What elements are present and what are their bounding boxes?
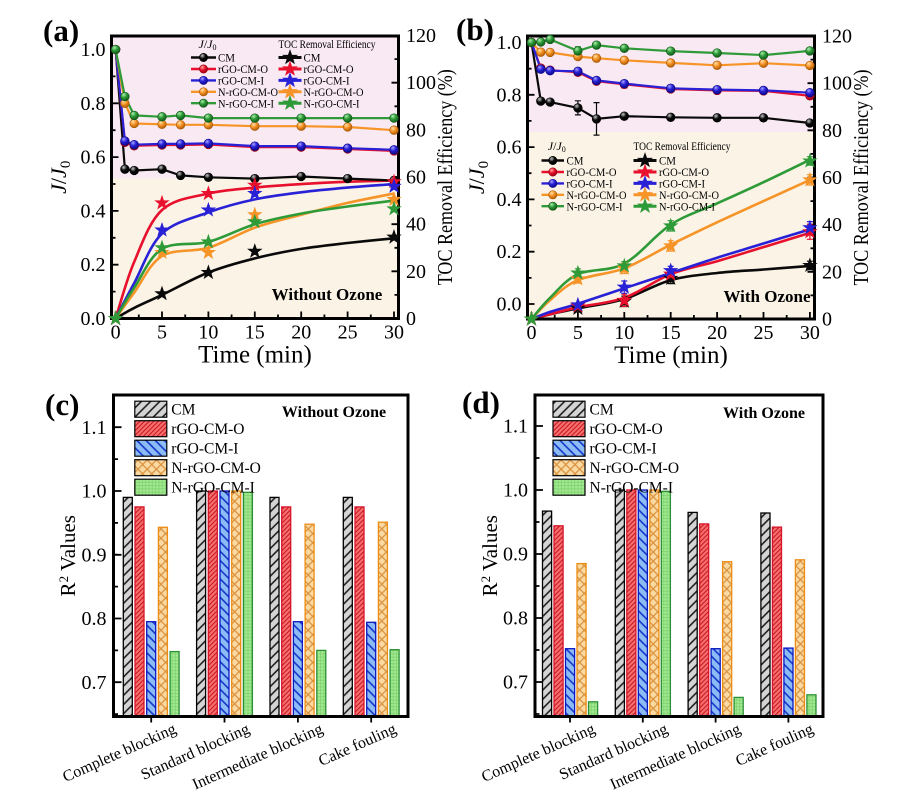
- svg-text:0.0: 0.0: [81, 308, 106, 330]
- svg-text:rGO-CM-I: rGO-CM-I: [659, 177, 705, 191]
- svg-text:N-rGO-CM-O: N-rGO-CM-O: [218, 85, 278, 99]
- svg-text:Without Ozone: Without Ozone: [282, 404, 386, 421]
- svg-text:rGO-CM-O: rGO-CM-O: [590, 421, 663, 438]
- svg-text:rGO-CM-I: rGO-CM-I: [304, 74, 350, 88]
- svg-text:40: 40: [406, 214, 426, 236]
- svg-text:N-rGO-CM-O: N-rGO-CM-O: [567, 188, 627, 202]
- svg-text:0.9: 0.9: [503, 544, 528, 566]
- svg-text:0.0: 0.0: [497, 294, 522, 316]
- svg-text:0.7: 0.7: [503, 672, 528, 694]
- svg-text:rGO-CM-I: rGO-CM-I: [567, 177, 613, 191]
- svg-text:0.4: 0.4: [81, 200, 106, 222]
- svg-text:R2 Values: R2 Values: [478, 515, 502, 596]
- svg-text:CM: CM: [171, 402, 195, 419]
- svg-text:CM: CM: [304, 51, 321, 65]
- svg-text:0.2: 0.2: [81, 254, 106, 276]
- svg-text:0: 0: [406, 308, 416, 330]
- svg-text:0.7: 0.7: [82, 672, 107, 694]
- svg-text:rGO-CM-O: rGO-CM-O: [218, 62, 268, 76]
- svg-text:0: 0: [822, 309, 832, 331]
- svg-text:(b): (b): [456, 12, 494, 47]
- svg-text:1.1: 1.1: [503, 416, 528, 438]
- svg-text:15: 15: [661, 322, 681, 344]
- svg-text:Time (min): Time (min): [198, 342, 312, 369]
- svg-text:rGO-CM-O: rGO-CM-O: [304, 62, 354, 76]
- svg-text:rGO-CM-O: rGO-CM-O: [567, 165, 617, 179]
- svg-text:15: 15: [245, 322, 265, 344]
- svg-text:N-rGO-CM-O: N-rGO-CM-O: [659, 188, 719, 202]
- svg-text:0.6: 0.6: [497, 137, 522, 159]
- svg-text:0: 0: [527, 322, 537, 344]
- svg-text:N-rGO-CM-I: N-rGO-CM-I: [218, 96, 274, 110]
- svg-text:120: 120: [822, 26, 852, 48]
- svg-text:N-rGO-CM-I: N-rGO-CM-I: [171, 480, 255, 497]
- svg-text:N-rGO-CM-I: N-rGO-CM-I: [659, 199, 715, 213]
- svg-text:rGO-CM-O: rGO-CM-O: [171, 421, 244, 438]
- svg-text:TOC Removal Efficiency (%): TOC Removal Efficiency (%): [433, 69, 457, 285]
- svg-text:(d): (d): [462, 385, 500, 420]
- svg-text:0.8: 0.8: [503, 608, 528, 630]
- svg-text:30: 30: [800, 322, 820, 344]
- svg-text:TOC Removal Efficiency (%): TOC Removal Efficiency (%): [849, 69, 873, 285]
- svg-text:rGO-CM-I: rGO-CM-I: [590, 441, 657, 458]
- svg-text:20: 20: [707, 322, 727, 344]
- svg-text:CM: CM: [567, 154, 584, 168]
- svg-text:rGO-CM-I: rGO-CM-I: [171, 441, 238, 458]
- svg-text:1.0: 1.0: [503, 480, 528, 502]
- svg-text:R2 Values: R2 Values: [56, 515, 80, 596]
- svg-text:N-rGO-CM-I: N-rGO-CM-I: [567, 199, 623, 213]
- svg-text:CM: CM: [590, 402, 614, 419]
- svg-text:0.6: 0.6: [81, 147, 106, 169]
- svg-text:30: 30: [384, 322, 404, 344]
- svg-text:Time (min): Time (min): [614, 342, 728, 369]
- svg-text:0.2: 0.2: [497, 241, 522, 263]
- svg-text:N-rGO-CM-O: N-rGO-CM-O: [171, 460, 261, 477]
- svg-text:100: 100: [822, 73, 852, 95]
- svg-text:1.0: 1.0: [497, 32, 522, 54]
- svg-text:J/J0: J/J0: [548, 139, 566, 154]
- svg-text:1.0: 1.0: [82, 481, 107, 503]
- svg-text:0.4: 0.4: [497, 189, 522, 211]
- svg-text:5: 5: [573, 322, 583, 344]
- svg-text:40: 40: [822, 214, 842, 236]
- svg-text:N-rGO-CM-I: N-rGO-CM-I: [590, 480, 674, 497]
- svg-text:CM: CM: [218, 51, 235, 65]
- svg-text:Without Ozone: Without Ozone: [272, 285, 383, 304]
- svg-text:120: 120: [406, 25, 436, 47]
- svg-text:100: 100: [406, 72, 436, 94]
- svg-text:0.9: 0.9: [82, 544, 107, 566]
- svg-text:N-rGO-CM-O: N-rGO-CM-O: [590, 460, 680, 477]
- svg-text:80: 80: [822, 120, 842, 142]
- svg-text:5: 5: [157, 322, 167, 344]
- svg-text:20: 20: [822, 261, 842, 283]
- svg-text:1.1: 1.1: [82, 417, 107, 439]
- svg-text:0.8: 0.8: [81, 93, 106, 115]
- svg-text:80: 80: [406, 119, 426, 141]
- svg-text:TOC Removal Efficiency: TOC Removal Efficiency: [279, 37, 376, 51]
- svg-text:With Ozone: With Ozone: [723, 405, 805, 422]
- svg-text:0: 0: [111, 322, 121, 344]
- svg-text:rGO-CM-O: rGO-CM-O: [659, 165, 709, 179]
- svg-text:10: 10: [614, 322, 634, 344]
- svg-text:(a): (a): [43, 13, 79, 48]
- svg-text:10: 10: [198, 322, 218, 344]
- svg-text:N-rGO-CM-O: N-rGO-CM-O: [304, 85, 364, 99]
- svg-text:1.0: 1.0: [81, 39, 106, 61]
- svg-text:(c): (c): [45, 387, 79, 422]
- svg-text:TOC Removal Efficiency: TOC Removal Efficiency: [634, 139, 731, 153]
- svg-text:20: 20: [406, 261, 426, 283]
- svg-text:0.8: 0.8: [82, 608, 107, 630]
- svg-text:J/J0: J/J0: [199, 37, 217, 52]
- svg-text:0.8: 0.8: [497, 84, 522, 106]
- svg-text:CM: CM: [659, 154, 676, 168]
- svg-text:60: 60: [822, 167, 842, 189]
- svg-text:25: 25: [338, 322, 358, 344]
- svg-text:25: 25: [754, 322, 774, 344]
- svg-text:20: 20: [291, 322, 311, 344]
- svg-text:rGO-CM-I: rGO-CM-I: [218, 74, 264, 88]
- svg-text:N-rGO-CM-I: N-rGO-CM-I: [304, 96, 360, 110]
- svg-text:60: 60: [406, 167, 426, 189]
- svg-text:With Ozone: With Ozone: [723, 287, 811, 306]
